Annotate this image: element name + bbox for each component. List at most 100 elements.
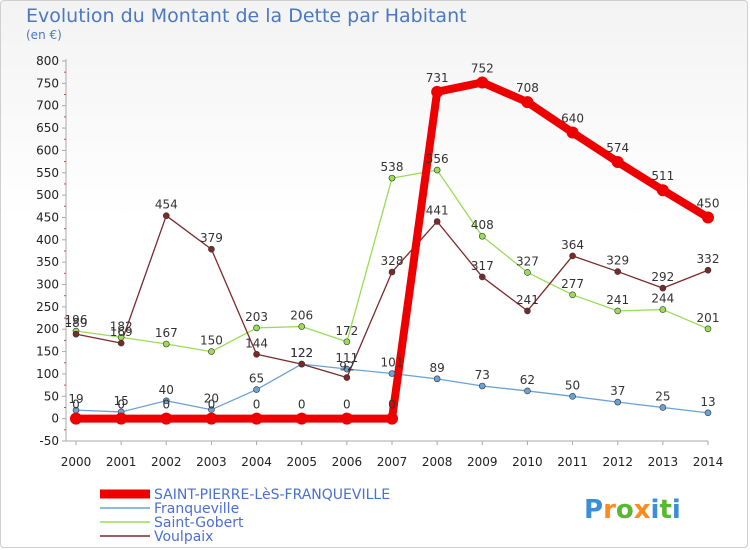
data-label: 101 xyxy=(381,355,404,369)
data-point xyxy=(208,348,215,355)
data-label: 50 xyxy=(565,378,580,392)
legend-entry: Voulpaix xyxy=(154,529,213,545)
data-point xyxy=(388,370,396,377)
x-tick-label: 2005 xyxy=(286,455,317,469)
data-point xyxy=(476,76,489,89)
x-tick-label: 2004 xyxy=(241,455,272,469)
data-label: 206 xyxy=(290,309,313,323)
data-point xyxy=(524,307,531,315)
data-label: 328 xyxy=(381,254,404,268)
data-point xyxy=(162,397,170,405)
data-label: 13 xyxy=(700,395,715,409)
data-label: 201 xyxy=(697,311,720,325)
data-point xyxy=(614,268,622,275)
data-label: 144 xyxy=(245,336,268,350)
data-label: 0 xyxy=(343,398,351,412)
data-label: 182 xyxy=(110,319,133,333)
y-tick-label: 450 xyxy=(36,210,59,224)
data-point xyxy=(614,307,622,315)
data-label: 317 xyxy=(471,259,494,273)
y-tick-label: 50 xyxy=(44,389,59,403)
data-label: 277 xyxy=(561,277,584,291)
y-tick-label: 150 xyxy=(36,345,59,359)
legend-entry: SAINT-PIERRE-LèS-FRANQUEVILLE xyxy=(154,487,390,503)
y-tick-label: 350 xyxy=(36,255,59,269)
data-point xyxy=(295,412,308,425)
y-tick-label: 200 xyxy=(36,322,59,336)
data-label: 640 xyxy=(561,112,584,126)
data-point xyxy=(704,266,712,274)
data-label: 25 xyxy=(655,389,670,403)
series-markers xyxy=(70,76,714,425)
x-tick-label: 2014 xyxy=(693,455,724,469)
data-label: 408 xyxy=(471,218,494,232)
x-tick-label: 2002 xyxy=(151,455,182,469)
data-point xyxy=(343,338,351,346)
x-tick-label: 2001 xyxy=(106,455,137,469)
data-label: 122 xyxy=(290,346,313,360)
x-tick-label: 2007 xyxy=(377,455,408,469)
data-point xyxy=(614,398,622,406)
data-point xyxy=(162,340,170,348)
data-point xyxy=(569,291,576,299)
data-label: 0 xyxy=(253,398,261,412)
data-label: 0 xyxy=(208,398,216,412)
data-label: 0 xyxy=(117,398,125,412)
data-point xyxy=(433,375,441,383)
y-tick-label: 0 xyxy=(51,412,59,426)
y-tick-label: 750 xyxy=(36,76,59,90)
data-point xyxy=(704,325,712,333)
data-point xyxy=(386,412,398,425)
data-point xyxy=(115,412,128,425)
y-tick-label: 300 xyxy=(36,278,59,292)
chart-title: Evolution du Montant de la Dette par Hab… xyxy=(26,5,467,27)
data-point xyxy=(431,85,444,98)
data-label: 37 xyxy=(610,384,625,398)
data-point xyxy=(250,412,263,425)
data-label: 15 xyxy=(114,394,129,408)
data-label: 511 xyxy=(651,169,674,183)
x-tick-label: 2012 xyxy=(602,455,633,469)
y-tick-label: 500 xyxy=(36,188,59,202)
data-point xyxy=(478,232,486,240)
data-label: 241 xyxy=(516,293,539,307)
data-label: 241 xyxy=(606,293,629,307)
data-label: 73 xyxy=(475,368,490,382)
data-point xyxy=(160,412,173,425)
data-point xyxy=(433,218,441,225)
y-tick-label: -50 xyxy=(39,434,59,448)
data-label: 19 xyxy=(68,392,83,406)
data-label: 538 xyxy=(381,160,404,174)
legend-entry: Franqueville xyxy=(154,501,239,517)
data-point xyxy=(72,330,80,338)
data-point xyxy=(566,126,579,139)
x-tick-label: 2011 xyxy=(557,455,588,469)
data-point xyxy=(70,412,82,425)
data-point xyxy=(253,324,260,332)
legend: SAINT-PIERRE-LèS-FRANQUEVILLEFranquevill… xyxy=(100,487,390,545)
data-label: 454 xyxy=(155,198,178,212)
y-tick-label: 600 xyxy=(36,143,59,157)
data-label: 708 xyxy=(516,81,539,95)
x-tick-label: 2010 xyxy=(512,455,543,469)
y-tick-label: 800 xyxy=(36,54,59,68)
data-label: 731 xyxy=(426,71,449,85)
data-point xyxy=(659,404,667,411)
data-point xyxy=(521,96,534,109)
data-point xyxy=(524,269,531,276)
y-tick-label: 400 xyxy=(36,233,59,247)
data-point xyxy=(205,412,218,425)
data-label: 20 xyxy=(204,392,219,406)
data-point xyxy=(162,212,170,219)
x-tick-label: 2006 xyxy=(332,455,363,469)
data-label: 0 xyxy=(298,398,306,412)
x-tick-label: 2003 xyxy=(196,455,227,469)
data-label: 111 xyxy=(335,351,358,365)
data-point xyxy=(478,273,486,281)
data-label: 0 xyxy=(388,398,396,412)
logo-text: Proxiti xyxy=(584,495,681,525)
data-label: 364 xyxy=(561,238,584,252)
data-label: 441 xyxy=(426,203,449,217)
data-label: 0 xyxy=(72,398,80,412)
